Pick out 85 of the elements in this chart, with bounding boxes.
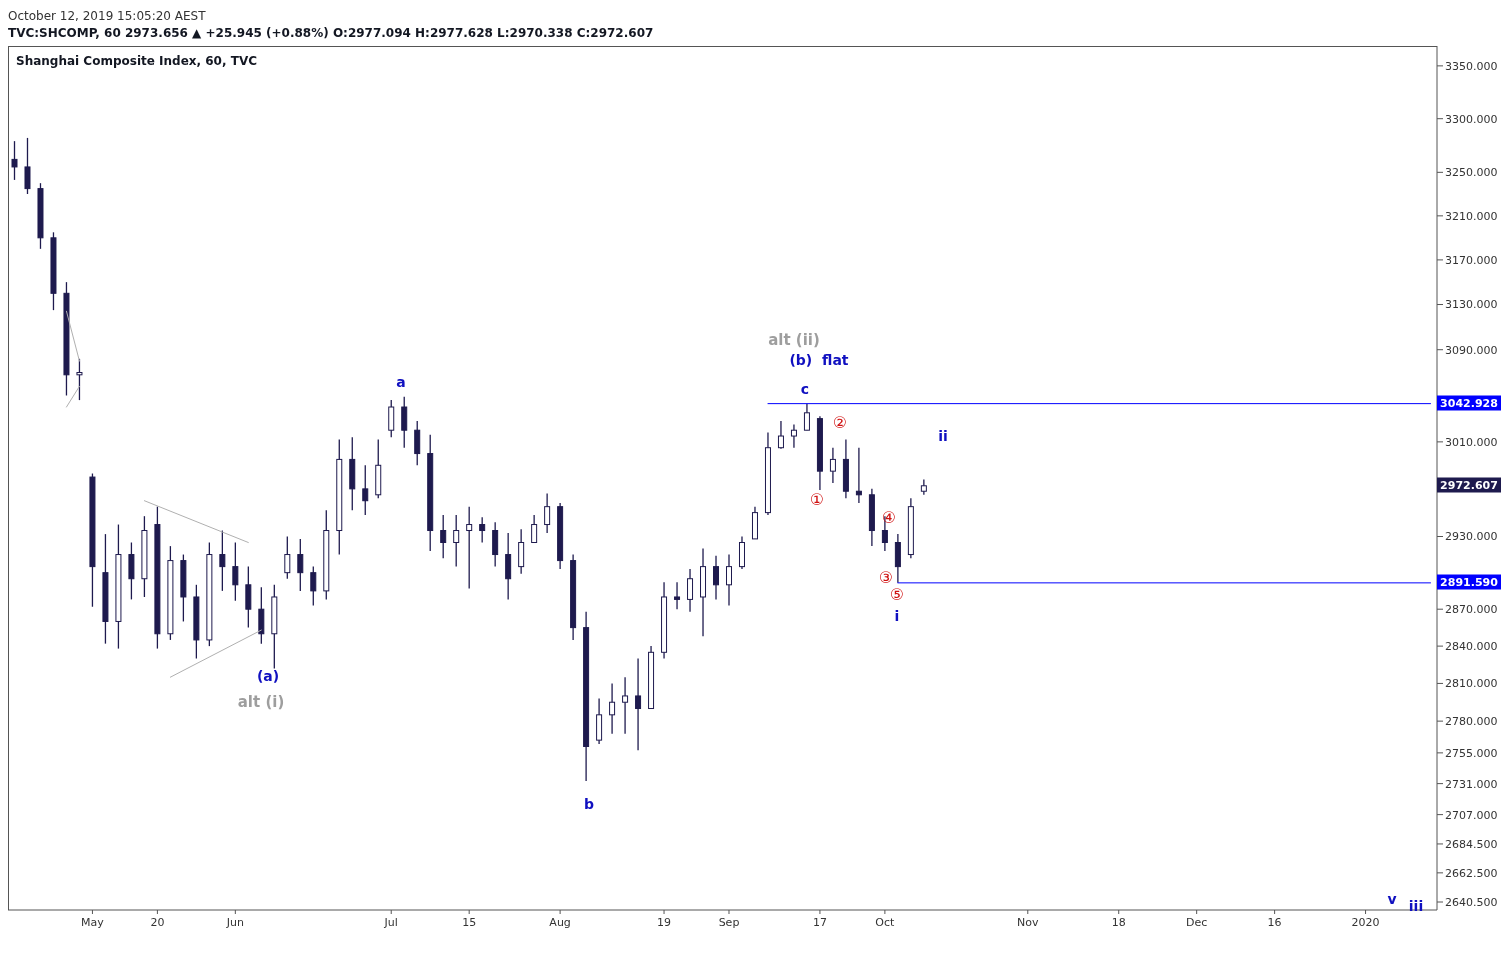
y-tick-label: 2840.000 [1445, 640, 1498, 654]
y-tick-label: 2780.000 [1445, 715, 1498, 729]
x-tick-label: Jul [383, 916, 398, 929]
y-tick-label: 3090.000 [1445, 343, 1498, 357]
candlestick [414, 420, 421, 466]
y-tick-label: 3350.000 [1445, 59, 1498, 73]
chart-subtitle: TVC:SHCOMP, 60 2973.656 ▲ +25.945 (+0.88%) O:2977.094 H:2977.628 L:2970.338 C:2972.607 [8, 25, 655, 42]
x-tick-label: 19 [657, 916, 672, 929]
annotation: ④ [881, 508, 897, 527]
x-tick-label: Nov [1017, 916, 1040, 929]
x-tick-label: 17 [812, 916, 827, 929]
candlestick [609, 682, 616, 735]
candlestick [635, 657, 642, 751]
annotation: ③ [878, 568, 894, 587]
candlestick [453, 514, 460, 568]
candlestick [24, 137, 31, 195]
candlestick [622, 676, 629, 735]
candlestick [544, 492, 551, 534]
annotation: ① [809, 490, 825, 509]
candlestick [713, 555, 720, 601]
x-tick-label: 16 [1267, 916, 1282, 929]
annotation: a [396, 374, 406, 390]
x-tick-label: Jun [225, 916, 244, 929]
candlestick [920, 478, 927, 496]
candlestick [401, 395, 408, 449]
candlestick [440, 514, 447, 559]
y-tick-label: 2640.500 [1445, 895, 1498, 909]
candlestick [11, 140, 18, 181]
y-tick-label: 2810.000 [1445, 677, 1498, 691]
candlestick [466, 506, 473, 590]
annotation: ii [938, 428, 948, 444]
y-tick-label: 3130.000 [1445, 298, 1498, 312]
annotation: b [583, 796, 595, 812]
y-tick-label: 2707.000 [1445, 808, 1498, 822]
candlestick [362, 464, 369, 516]
annotation: i [894, 608, 900, 624]
candlestick [803, 402, 810, 431]
y-tick-label: 3170.000 [1445, 253, 1498, 267]
candlestick [855, 447, 862, 504]
y-tick-label: 3210.000 [1445, 209, 1498, 223]
annotation: (b) flat [789, 352, 849, 368]
text: 2972.607 [1437, 477, 1501, 493]
y-tick-label: 2870.000 [1445, 603, 1498, 617]
annotation: ② [832, 413, 848, 432]
candlestick [674, 581, 681, 610]
x-tick-label: Aug [549, 916, 571, 929]
x-tick-label: May [81, 916, 105, 929]
annotation: iii [1408, 898, 1424, 914]
candlestick [388, 399, 395, 438]
annotation: (a) [256, 668, 280, 684]
candlestick [232, 541, 239, 602]
x-tick-label: 20 [150, 916, 165, 929]
candlestick [479, 516, 486, 544]
candlestick [310, 565, 317, 607]
y-tick-label: 3010.000 [1445, 435, 1498, 449]
candlestick [829, 447, 836, 484]
y-tick-label: 2930.000 [1445, 530, 1498, 544]
x-tick-label: 18 [1111, 916, 1126, 929]
candlestick [284, 535, 291, 580]
candlestick [297, 538, 304, 592]
x-tick-label: 15 [462, 916, 477, 929]
y-tick-label: 2662.500 [1445, 866, 1498, 880]
candlestick [687, 568, 694, 613]
annotation: alt (ii) [768, 330, 820, 349]
y-tick-label: 2731.000 [1445, 777, 1498, 791]
x-tick-label: Oct [875, 916, 896, 929]
y-tick-label: 3250.000 [1445, 166, 1498, 180]
y-tick-label: 2684.500 [1445, 837, 1498, 851]
text: Shanghai Composite Index, 60, TVC [16, 54, 257, 68]
candlestick [790, 423, 797, 449]
y-tick-label: 2755.000 [1445, 746, 1498, 760]
y-tick-label: 3300.000 [1445, 112, 1498, 126]
x-tick-label: Dec [1186, 916, 1208, 929]
annotation: alt (i) [237, 692, 285, 711]
candlestick [531, 514, 538, 544]
annotation: c [800, 381, 810, 397]
x-tick-label: 2020 [1351, 916, 1380, 929]
x-tick-label: Sep [718, 916, 740, 929]
text: 3042.928 [1437, 395, 1501, 411]
annotation: ⑤ [889, 585, 905, 604]
candlestick [726, 553, 732, 607]
candlestick [777, 420, 784, 450]
text: 2891.590 [1437, 574, 1501, 590]
annotation: v [1387, 891, 1397, 907]
text: October 12, 2019 15:05:20 AEST [8, 8, 207, 25]
